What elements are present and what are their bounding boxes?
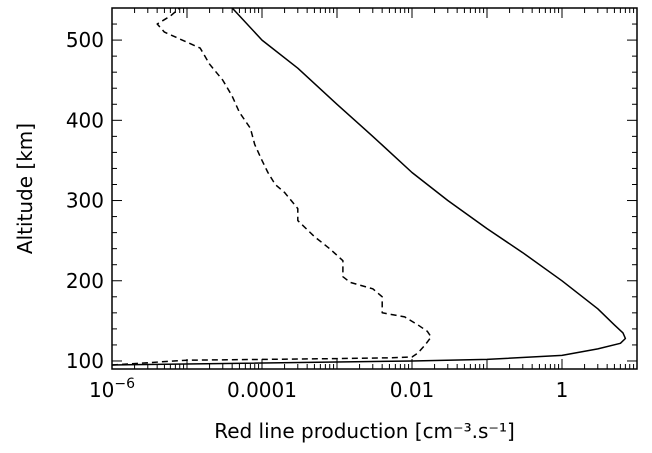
plot-frame (111, 7, 638, 370)
x-tick-label: 10−6 (89, 376, 135, 402)
y-tick-label: 100 (66, 349, 104, 373)
y-axis-title: Altitude [km] (13, 123, 37, 254)
dashed-series-line (111, 7, 432, 366)
y-tick-label: 500 (66, 28, 104, 52)
plot-ticks (111, 7, 638, 369)
plot-series (111, 7, 627, 366)
solid-series-line (111, 7, 627, 366)
x-tick-label: 0.0001 (227, 378, 297, 402)
x-axis-title: Red line production [cm⁻³.s⁻¹] (214, 419, 515, 443)
y-tick-label: 300 (66, 189, 104, 213)
tick-labels: 10−6 0.0001 0.01 1 100 200 300 400 500 (66, 28, 569, 402)
x-tick-label: 0.01 (390, 378, 435, 402)
y-tick-label: 400 (66, 108, 104, 132)
x-tick-label: 1 (556, 378, 569, 402)
y-tick-label: 200 (66, 269, 104, 293)
